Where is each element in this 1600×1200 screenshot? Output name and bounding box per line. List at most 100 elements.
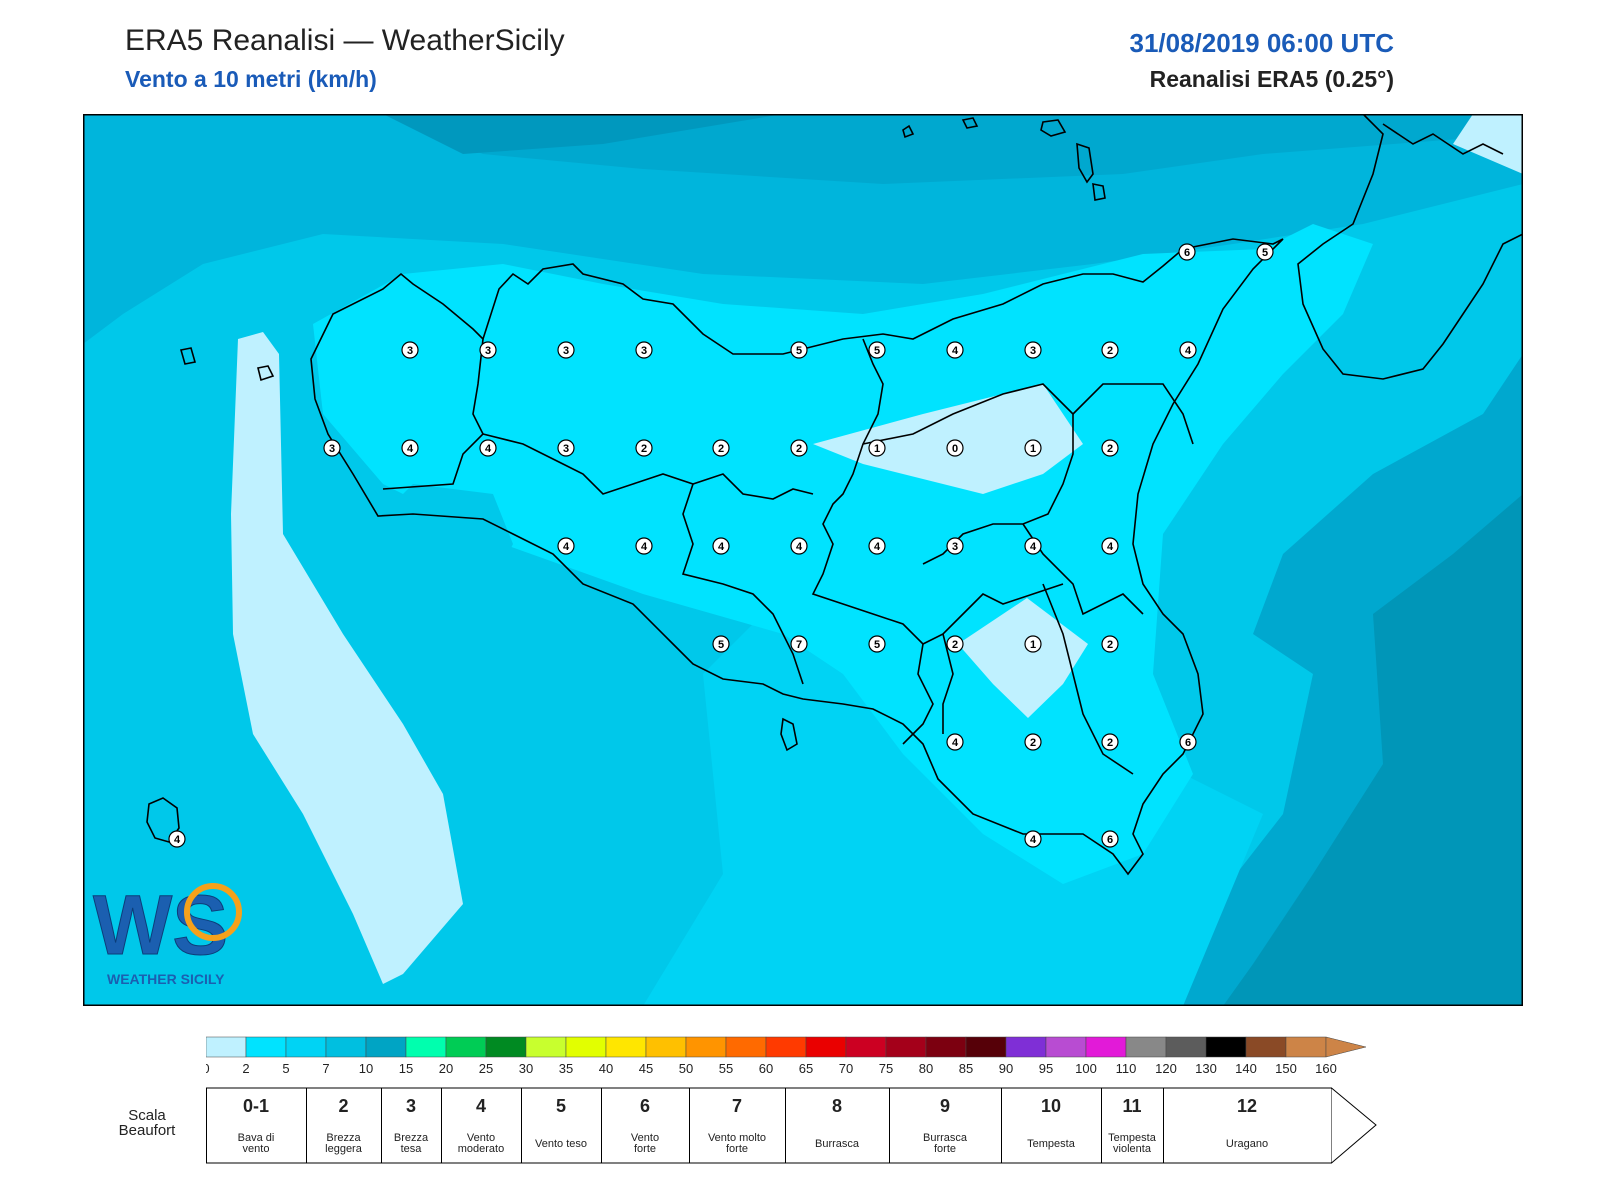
colorbar-segment bbox=[285, 1036, 327, 1058]
colorbar-tick: 10 bbox=[359, 1061, 373, 1076]
logo-text: WEATHER SICILY bbox=[107, 971, 225, 987]
beaufort-marker: 3 bbox=[401, 341, 419, 359]
marker-circle bbox=[946, 733, 964, 751]
marker-value: 2 bbox=[796, 443, 802, 455]
colorbar-segment bbox=[925, 1036, 967, 1058]
colorbar-segment bbox=[885, 1036, 927, 1058]
beaufort-label: Vento molto bbox=[708, 1132, 766, 1144]
marker-circle bbox=[712, 635, 730, 653]
marker-circle bbox=[790, 537, 808, 555]
marker-value: 3 bbox=[952, 541, 958, 553]
marker-circle bbox=[946, 439, 964, 457]
colorbar-tick: 5 bbox=[282, 1061, 289, 1076]
colorbar-segment bbox=[725, 1036, 767, 1058]
marker-circle bbox=[635, 537, 653, 555]
marker-value: 4 bbox=[1185, 345, 1192, 357]
colorbar-tick: 120 bbox=[1155, 1061, 1177, 1076]
beaufort-cell-box bbox=[521, 1087, 602, 1164]
beaufort-marker: 5 bbox=[868, 341, 886, 359]
marker-value: 5 bbox=[874, 639, 880, 651]
beaufort-cell-box bbox=[381, 1087, 442, 1164]
beaufort-number: 7 bbox=[732, 1096, 742, 1116]
marker-circle bbox=[1024, 439, 1042, 457]
beaufort-marker: 4 bbox=[1024, 537, 1042, 555]
beaufort-cell-box bbox=[1163, 1087, 1332, 1164]
marker-circle bbox=[557, 341, 575, 359]
province-boundary bbox=[811, 338, 1064, 645]
beaufort-marker: 2 bbox=[946, 635, 964, 653]
land-wind-zone bbox=[313, 224, 1373, 884]
colorbar-segment bbox=[245, 1036, 287, 1058]
marker-value: 1 bbox=[1030, 443, 1036, 455]
beaufort-arrow bbox=[1331, 1087, 1377, 1164]
beaufort-label: Uragano bbox=[1226, 1138, 1268, 1150]
marker-circle bbox=[868, 635, 886, 653]
colorbar-tick: 50 bbox=[679, 1061, 693, 1076]
beaufort-number: 2 bbox=[338, 1096, 348, 1116]
colorbar-segment bbox=[1125, 1036, 1167, 1058]
beaufort-marker: 4 bbox=[557, 537, 575, 555]
beaufort-number: 11 bbox=[1122, 1096, 1141, 1116]
colorbar-segment bbox=[525, 1036, 567, 1058]
colorbar-tick: 90 bbox=[999, 1061, 1013, 1076]
beaufort-label: tesa bbox=[401, 1143, 423, 1155]
beaufort-number: 9 bbox=[940, 1096, 950, 1116]
marker-value: 5 bbox=[1262, 247, 1268, 259]
north-sea-darker bbox=[83, 114, 1523, 344]
calabria-coastline bbox=[1297, 114, 1523, 380]
wind-speed-colorbar: 0257101520253035404550556065707580859095… bbox=[206, 1036, 1367, 1076]
beaufort-marker: 2 bbox=[635, 439, 653, 457]
logo-letters: WS bbox=[93, 878, 228, 972]
marker-value: 4 bbox=[952, 737, 959, 749]
beaufort-marker: 5 bbox=[868, 635, 886, 653]
beaufort-marker: 4 bbox=[1101, 537, 1119, 555]
marker-value: 3 bbox=[485, 345, 491, 357]
map-frame bbox=[83, 114, 1523, 1006]
marker-value: 4 bbox=[407, 443, 414, 455]
beaufort-marker: 2 bbox=[1101, 635, 1119, 653]
beaufort-number: 0-1 bbox=[243, 1096, 269, 1116]
marker-circle bbox=[868, 537, 886, 555]
marker-circle bbox=[1024, 537, 1042, 555]
beaufort-cell-box bbox=[306, 1087, 382, 1164]
colorbar-segment bbox=[845, 1036, 887, 1058]
beaufort-label: Vento teso bbox=[535, 1138, 587, 1150]
colorbar-tick: 45 bbox=[639, 1061, 653, 1076]
egadi-island bbox=[257, 365, 275, 382]
marker-circle bbox=[557, 537, 575, 555]
colorbar-tick: 0 bbox=[206, 1061, 210, 1076]
colorbar-segment bbox=[805, 1036, 847, 1058]
province-boundary bbox=[1042, 583, 1134, 775]
marker-value: 6 bbox=[1107, 834, 1113, 846]
beaufort-label: violenta bbox=[1113, 1143, 1152, 1155]
colorbar-segment bbox=[1165, 1036, 1207, 1058]
marker-value: 4 bbox=[174, 834, 181, 846]
beaufort-marker: 4 bbox=[946, 341, 964, 359]
beaufort-marker: 2 bbox=[1101, 733, 1119, 751]
colorbar-segment bbox=[1045, 1036, 1087, 1058]
marker-circle bbox=[1101, 830, 1119, 848]
marker-value: 2 bbox=[641, 443, 647, 455]
marker-circle bbox=[1178, 243, 1196, 261]
marker-value: 4 bbox=[1030, 541, 1037, 553]
beaufort-label: Vento bbox=[467, 1132, 495, 1144]
calm-zone-central bbox=[813, 384, 1083, 494]
beaufort-label: Tempesta bbox=[1108, 1132, 1157, 1144]
marker-circle bbox=[790, 341, 808, 359]
beaufort-number: 4 bbox=[476, 1096, 486, 1116]
colorbar-segment bbox=[405, 1036, 447, 1058]
marker-circle bbox=[1101, 439, 1119, 457]
marker-circle bbox=[401, 341, 419, 359]
beaufort-label: leggera bbox=[325, 1143, 363, 1155]
colorbar-tick: 140 bbox=[1235, 1061, 1257, 1076]
beaufort-marker: 7 bbox=[790, 635, 808, 653]
marker-value: 6 bbox=[1185, 737, 1191, 749]
beaufort-marker: 3 bbox=[946, 537, 964, 555]
marker-value: 5 bbox=[874, 345, 880, 357]
colorbar-tick: 20 bbox=[439, 1061, 453, 1076]
beaufort-markers: 6 5 3 3 3 3 5 5 4 3 2 4 3 4 4 3 2 2 2 1 0 1 2 4 4 4 4 4 3 4 4 5 7 5 2 1 2 4 2 2… bbox=[168, 243, 1274, 848]
colorbar-tick: 30 bbox=[519, 1061, 533, 1076]
